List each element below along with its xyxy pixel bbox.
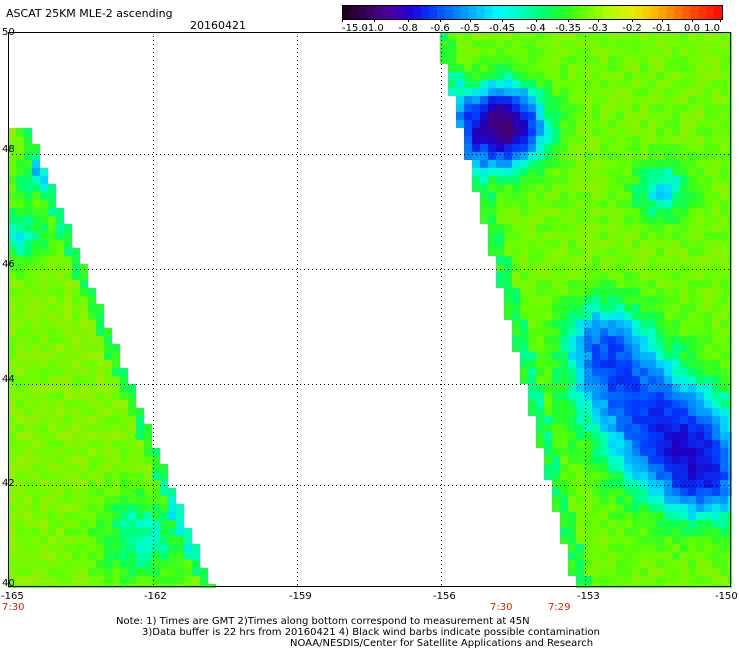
colorbar: -15.0-1.0 -0.8 -0.6 -0.5 -0.45 -0.4 -0.35 -0.3 -… (342, 5, 723, 34)
colorbar-label: -0.5 (460, 23, 480, 34)
colorbar-swatch (563, 5, 573, 19)
colorbar-swatch (658, 5, 668, 19)
colorbar-swatch (674, 5, 683, 19)
colorbar-swatch (349, 5, 359, 19)
note-line-3: NOAA/NESDIS/Center for Satellite Applica… (290, 638, 594, 649)
colorbar-swatch (492, 5, 501, 19)
time-label-right: 7:29 (548, 602, 571, 613)
colorbar-label: -0.3 (588, 23, 608, 34)
colorbar-swatch (539, 5, 549, 19)
lat-label-42: 42 (2, 478, 15, 489)
note-line-2: 3)Data buffer is 22 hrs from 20160421 4)… (142, 627, 600, 638)
lon-label-153: -153 (577, 591, 600, 602)
colorbar-swatch (690, 5, 699, 19)
colorbar-swatch (634, 5, 644, 19)
lon-label-165: -165 (1, 591, 24, 602)
colorbar-swatch (603, 5, 612, 19)
colorbar-swatch (650, 5, 660, 19)
lat-label-50: 50 (2, 27, 15, 38)
colorbar-label: -0.45 (489, 23, 515, 34)
colorbar-swatch (342, 5, 351, 19)
colorbar-swatch (421, 5, 430, 19)
colorbar-swatch (437, 5, 446, 19)
colorbar-swatch (444, 5, 454, 19)
map-date: 20160421 (190, 19, 246, 32)
colorbar-border (342, 5, 723, 20)
colorbar-swatch (405, 5, 414, 19)
colorbar-swatch (547, 5, 557, 19)
colorbar-label: -0.6 (430, 23, 450, 34)
colorbar-swatch (555, 5, 565, 19)
colorbar-swatch (397, 5, 406, 19)
lon-label-159: -159 (289, 591, 312, 602)
colorbar-swatch (666, 5, 675, 19)
map-title: ASCAT 25KM MLE-2 ascending (6, 7, 173, 20)
colorbar-swatch (508, 5, 517, 19)
colorbar-swatch (532, 5, 541, 19)
colorbar-swatch (642, 5, 652, 19)
colorbar-swatch (611, 5, 620, 19)
colorbar-swatch (500, 5, 509, 19)
map-plot (8, 32, 732, 588)
colorbar-swatch (587, 5, 596, 19)
colorbar-swatch (714, 5, 723, 19)
colorbar-label: -0.8 (398, 23, 418, 34)
map-frame (8, 32, 731, 587)
colorbar-label: -0.2 (622, 23, 642, 34)
colorbar-swatch (452, 5, 462, 19)
lon-label-156: -156 (433, 591, 456, 602)
colorbar-swatch (373, 5, 383, 19)
colorbar-labels: -15.0-1.0 -0.8 -0.6 -0.5 -0.45 -0.4 -0.35 -0.3 -… (342, 19, 721, 34)
lat-label-46: 46 (2, 259, 15, 270)
lat-lon-grid (8, 32, 732, 588)
colorbar-swatch (429, 5, 438, 19)
time-label-left: 7:30 (2, 602, 25, 613)
colorbar-label: 1.0 (704, 23, 720, 34)
colorbar-swatch (460, 5, 470, 19)
lat-label-44: 44 (2, 374, 15, 385)
lon-label-150: -150 (715, 591, 738, 602)
lat-label-48: 48 (2, 144, 15, 155)
colorbar-swatch (698, 5, 707, 19)
colorbar-label: -0.4 (526, 23, 546, 34)
colorbar-swatch (365, 5, 375, 19)
lat-label-40: 40 (2, 578, 15, 589)
colorbar-swatch (524, 5, 533, 19)
colorbar-swatches (342, 5, 723, 20)
colorbar-label: 0.0 (684, 23, 700, 34)
colorbar-label: -15.0 (342, 23, 368, 34)
colorbar-swatch (706, 5, 715, 19)
colorbar-swatch (476, 5, 485, 19)
colorbar-label: -0.35 (555, 23, 581, 34)
colorbar-swatch (516, 5, 525, 19)
colorbar-swatch (682, 5, 691, 19)
colorbar-label: -1.0 (364, 23, 384, 34)
colorbar-swatch (579, 5, 588, 19)
colorbar-swatch (381, 5, 390, 19)
time-label-mid: 7:30 (490, 602, 513, 613)
colorbar-swatch (619, 5, 628, 19)
lon-label-162: -162 (144, 591, 167, 602)
colorbar-swatch (484, 5, 493, 19)
colorbar-swatch (357, 5, 367, 19)
colorbar-swatch (468, 5, 478, 19)
colorbar-swatch (627, 5, 636, 19)
colorbar-label: -0.1 (652, 23, 672, 34)
note-line-1: Note: 1) Times are GMT 2)Times along bot… (116, 616, 530, 627)
swath-left (8, 128, 216, 588)
colorbar-swatch (595, 5, 604, 19)
colorbar-swatch (413, 5, 422, 19)
colorbar-swatch (389, 5, 398, 19)
colorbar-swatch (571, 5, 580, 19)
